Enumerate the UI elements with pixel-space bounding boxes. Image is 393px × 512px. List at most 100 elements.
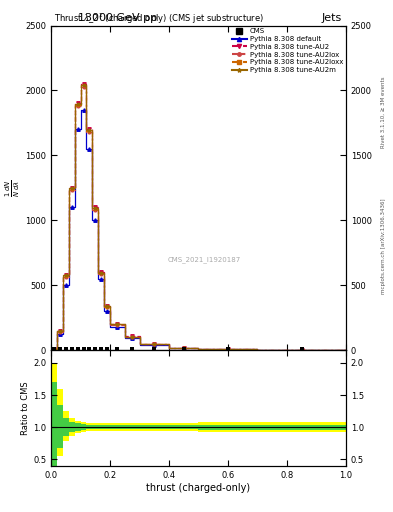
Pythia 8.308 default — [167, 342, 171, 348]
Pythia 8.308 tune-AU2m — [255, 347, 260, 353]
Pythia 8.308 default — [137, 342, 142, 348]
Pythia 8.308 tune-AU2 — [343, 347, 348, 353]
Pythia 8.308 tune-AU2lox — [96, 271, 101, 277]
Pythia 8.308 tune-AU2m — [84, 127, 89, 133]
Pythia 8.308 tune-AU2loxx — [255, 346, 260, 352]
Pythia 8.308 tune-AU2 — [78, 81, 83, 87]
Pythia 8.308 tune-AU2 — [66, 272, 71, 278]
Pythia 8.308 tune-AU2m — [102, 303, 107, 309]
Pythia 8.308 tune-AU2loxx — [167, 341, 171, 347]
Pythia 8.308 tune-AU2loxx — [84, 82, 89, 89]
Pythia 8.308 tune-AU2lox — [196, 346, 201, 352]
Pythia 8.308 tune-AU2lox — [55, 346, 59, 352]
Pythia 8.308 default — [196, 346, 201, 352]
Pythia 8.308 tune-AU2loxx — [343, 347, 348, 353]
Pythia 8.308 tune-AU2 — [61, 272, 65, 278]
Point — [68, 345, 75, 353]
Pythia 8.308 tune-AU2loxx — [167, 345, 171, 351]
Text: Rivet 3.1.10, ≥ 3M events: Rivet 3.1.10, ≥ 3M events — [381, 77, 386, 148]
Pythia 8.308 default — [84, 146, 89, 152]
Pythia 8.308 tune-AU2lox — [96, 207, 101, 213]
Pythia 8.308 tune-AU2 — [96, 269, 101, 275]
Pythia 8.308 tune-AU2 — [78, 100, 83, 106]
Pythia 8.308 tune-AU2lox — [84, 129, 89, 135]
Pythia 8.308 default — [123, 335, 127, 342]
Pythia 8.308 default — [102, 275, 107, 282]
Pythia 8.308 tune-AU2lox — [108, 322, 112, 328]
Point — [98, 345, 105, 353]
Pythia 8.308 tune-AU2lox — [137, 334, 142, 340]
Pythia 8.308 tune-AU2loxx — [61, 328, 65, 334]
Line: Pythia 8.308 tune-AU2: Pythia 8.308 tune-AU2 — [51, 84, 346, 350]
Pythia 8.308 tune-AU2 — [108, 321, 112, 327]
Pythia 8.308 default — [123, 324, 127, 330]
Pythia 8.308 tune-AU2lox — [167, 341, 171, 347]
Pythia 8.308 default — [96, 217, 101, 223]
Pythia 8.308 tune-AU2m — [78, 81, 83, 88]
Pythia 8.308 tune-AU2loxx — [72, 102, 77, 108]
Point — [63, 345, 69, 353]
Pythia 8.308 tune-AU2loxx — [137, 334, 142, 340]
Point — [225, 345, 231, 353]
Pythia 8.308 tune-AU2lox — [196, 345, 201, 351]
Pythia 8.308 default — [90, 217, 95, 223]
Pythia 8.308 tune-AU2 — [72, 185, 77, 191]
Pythia 8.308 tune-AU2m — [96, 205, 101, 211]
Pythia 8.308 tune-AU2lox — [123, 334, 127, 340]
Pythia 8.308 default — [255, 347, 260, 353]
Pythia 8.308 tune-AU2lox — [255, 346, 260, 352]
Pythia 8.308 default — [102, 308, 107, 314]
Pythia 8.308 tune-AU2lox — [343, 347, 348, 353]
Pythia 8.308 tune-AU2loxx — [78, 102, 83, 108]
Pythia 8.308 default — [84, 107, 89, 113]
Pythia 8.308 tune-AU2m — [108, 321, 112, 327]
Pythia 8.308 tune-AU2loxx — [96, 270, 101, 276]
Pythia 8.308 tune-AU2 — [196, 346, 201, 352]
Pythia 8.308 tune-AU2 — [167, 345, 171, 351]
Pythia 8.308 default — [137, 335, 142, 342]
Pythia 8.308 tune-AU2lox — [72, 103, 77, 109]
Pythia 8.308 tune-AU2 — [55, 328, 59, 334]
Point — [129, 345, 135, 353]
Y-axis label: Ratio to CMS: Ratio to CMS — [21, 381, 30, 435]
Pythia 8.308 tune-AU2lox — [78, 83, 83, 90]
Pythia 8.308 tune-AU2m — [108, 303, 112, 309]
X-axis label: thrust (charged-only): thrust (charged-only) — [147, 482, 250, 493]
Pythia 8.308 tune-AU2lox — [137, 341, 142, 347]
Pythia 8.308 tune-AU2loxx — [123, 334, 127, 340]
Text: Jets: Jets — [321, 13, 342, 24]
Pythia 8.308 tune-AU2loxx — [61, 273, 65, 279]
Pythia 8.308 tune-AU2loxx — [66, 186, 71, 192]
Pythia 8.308 tune-AU2loxx — [102, 270, 107, 276]
Pythia 8.308 tune-AU2loxx — [123, 322, 127, 328]
Line: Pythia 8.308 tune-AU2lox: Pythia 8.308 tune-AU2lox — [51, 87, 346, 350]
Pythia 8.308 default — [61, 331, 65, 337]
Pythia 8.308 tune-AU2 — [255, 347, 260, 353]
Point — [181, 345, 187, 353]
Point — [51, 345, 57, 353]
Pythia 8.308 default — [49, 346, 53, 352]
Pythia 8.308 tune-AU2lox — [108, 304, 112, 310]
Pythia 8.308 default — [108, 324, 112, 330]
Pythia 8.308 tune-AU2lox — [66, 187, 71, 194]
Pythia 8.308 tune-AU2loxx — [90, 127, 95, 134]
Pythia 8.308 default — [96, 275, 101, 282]
Pythia 8.308 default — [343, 347, 348, 353]
Pythia 8.308 tune-AU2lox — [102, 304, 107, 310]
Pythia 8.308 tune-AU2 — [196, 345, 201, 351]
Pythia 8.308 tune-AU2 — [102, 303, 107, 309]
Pythia 8.308 tune-AU2 — [108, 303, 112, 309]
Pythia 8.308 tune-AU2 — [90, 126, 95, 133]
Line: Pythia 8.308 tune-AU2loxx: Pythia 8.308 tune-AU2loxx — [51, 86, 346, 350]
Pythia 8.308 tune-AU2 — [123, 333, 127, 339]
Point — [81, 345, 87, 353]
Pythia 8.308 tune-AU2m — [196, 345, 201, 351]
Pythia 8.308 tune-AU2m — [167, 341, 171, 347]
Pythia 8.308 tune-AU2m — [61, 328, 65, 334]
Pythia 8.308 default — [90, 146, 95, 152]
Pythia 8.308 tune-AU2lox — [90, 207, 95, 213]
Y-axis label: $\frac{1}{N}\frac{dN}{d\lambda}$: $\frac{1}{N}\frac{dN}{d\lambda}$ — [4, 179, 22, 197]
Pythia 8.308 tune-AU2lox — [78, 103, 83, 109]
Pythia 8.308 tune-AU2loxx — [78, 82, 83, 89]
Pythia 8.308 tune-AU2m — [167, 345, 171, 351]
